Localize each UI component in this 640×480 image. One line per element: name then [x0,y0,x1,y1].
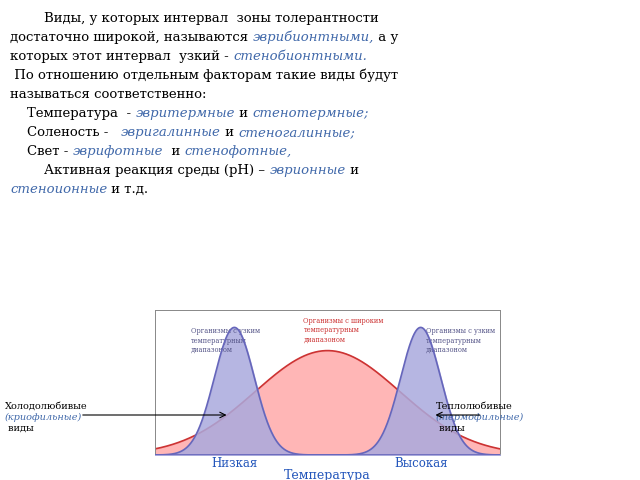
Text: стенофотные,: стенофотные, [184,145,292,158]
Text: эвритермные: эвритермные [136,107,235,120]
Text: стеноионные: стеноионные [10,183,108,196]
Text: Температура: Температура [284,469,371,480]
Text: виды: виды [5,424,34,433]
Text: эврибионтными,: эврибионтными, [252,31,374,45]
Text: и: и [163,145,184,158]
Text: (криофильные): (криофильные) [5,413,83,422]
Text: и т.д.: и т.д. [108,183,148,196]
Text: Температура  -: Температура - [10,107,136,120]
Text: и: и [221,126,238,139]
Text: а у: а у [374,31,398,44]
Text: Организмы с узким
температурным
диапазоном: Организмы с узким температурным диапазон… [426,327,495,354]
Text: достаточно широкой, называются: достаточно широкой, называются [10,31,252,44]
Text: Холодолюбивые: Холодолюбивые [5,402,88,411]
Text: По отношению отдельным факторам такие виды будут: По отношению отдельным факторам такие ви… [10,69,398,83]
Text: стеногалинные;: стеногалинные; [238,126,355,139]
Text: Организмы с широким
температурным
диапазоном: Организмы с широким температурным диапаз… [303,317,384,344]
Text: эврионные: эврионные [269,164,346,177]
Text: стенобионтными.: стенобионтными. [233,50,367,63]
Text: эвригалинные: эвригалинные [121,126,221,139]
Text: Активная реакция среды (рН) –: Активная реакция среды (рН) – [10,164,269,177]
Text: которых этот интервал  узкий -: которых этот интервал узкий - [10,50,233,63]
Text: Виды, у которых интервал  зоны толерантности: Виды, у которых интервал зоны толерантно… [10,12,379,25]
Text: называться соответственно:: называться соответственно: [10,88,207,101]
Text: и: и [235,107,252,120]
Text: эврифотные: эврифотные [72,145,163,158]
Text: Высокая: Высокая [394,457,447,470]
Text: Низкая: Низкая [211,457,257,470]
Text: стенотермные;: стенотермные; [252,107,369,120]
Text: виды: виды [436,424,465,433]
Text: Теплолюбивые: Теплолюбивые [436,402,513,411]
Text: (термофильные): (термофильные) [436,413,524,422]
Text: Организмы с узким
температурным
диапазоном: Организмы с узким температурным диапазон… [191,327,260,354]
Text: и: и [346,164,358,177]
Text: Свет -: Свет - [10,145,72,158]
Text: Соленость -: Соленость - [10,126,121,139]
